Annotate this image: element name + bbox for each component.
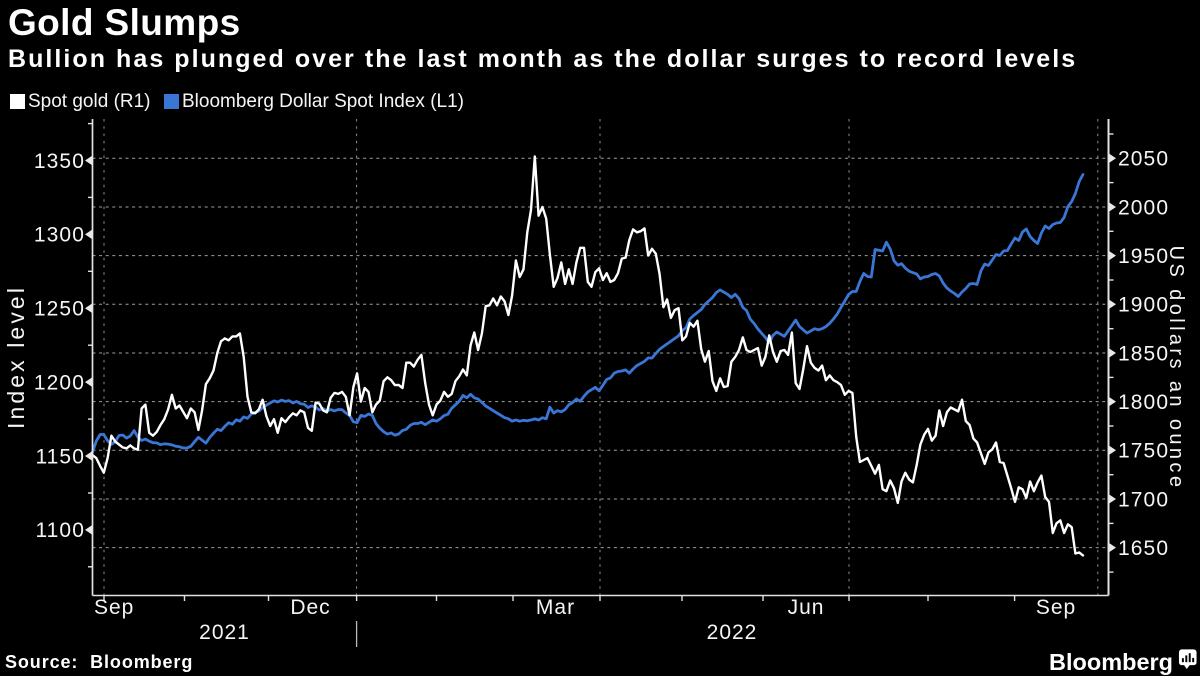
svg-text:2000: 2000 — [1118, 196, 1169, 219]
svg-text:Sep: Sep — [94, 596, 134, 619]
svg-text:2050: 2050 — [1118, 148, 1169, 171]
svg-text:2021: 2021 — [199, 621, 250, 644]
svg-text:Mar: Mar — [536, 596, 575, 619]
svg-text:1750: 1750 — [1118, 440, 1169, 463]
svg-text:1900: 1900 — [1118, 294, 1169, 317]
svg-text:1100: 1100 — [35, 519, 85, 542]
svg-text:1700: 1700 — [1118, 488, 1169, 511]
svg-text:US dollars an ounce: US dollars an ounce — [1165, 246, 1187, 491]
svg-text:Dec: Dec — [290, 596, 330, 619]
svg-text:1350: 1350 — [34, 150, 85, 173]
svg-text:1150: 1150 — [35, 445, 85, 468]
svg-text:1800: 1800 — [1118, 391, 1169, 414]
svg-text:1250: 1250 — [34, 298, 85, 321]
svg-text:2022: 2022 — [707, 621, 758, 644]
svg-text:Index level: Index level — [3, 285, 29, 429]
svg-text:1200: 1200 — [34, 371, 85, 394]
svg-text:1850: 1850 — [1118, 342, 1169, 365]
svg-text:Sep: Sep — [1036, 596, 1076, 619]
svg-text:1300: 1300 — [34, 224, 85, 247]
svg-text:1650: 1650 — [1118, 537, 1169, 560]
svg-text:1950: 1950 — [1118, 245, 1169, 268]
svg-text:Jun: Jun — [788, 596, 825, 619]
